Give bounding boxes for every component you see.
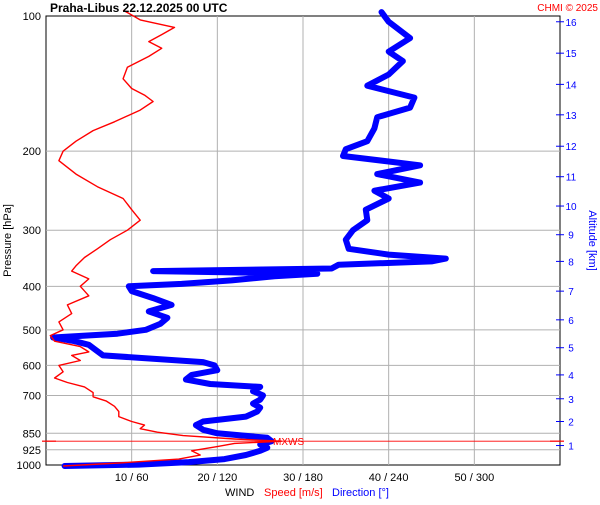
max-wind-label: MXWS	[273, 437, 304, 448]
pressure-tick-label: 925	[23, 445, 41, 457]
altitude-tick-label: 4	[568, 371, 574, 382]
copyright-label: CHMI © 2025	[537, 3, 598, 14]
altitude-tick-label: 7	[568, 287, 574, 298]
altitude-tick-label: 14	[565, 80, 577, 91]
pressure-tick-label: 850	[23, 428, 41, 440]
x-axis-label-direction: Direction [°]	[332, 487, 389, 499]
altitude-tick-label: 16	[565, 18, 577, 29]
x-axis-label-speed: Speed [m/s]	[264, 487, 323, 499]
altitude-tick-label: 2	[568, 417, 574, 428]
altitude-tick-label: 3	[568, 395, 574, 406]
speed-series-line	[49, 9, 283, 467]
pressure-tick-label: 1000	[17, 460, 41, 472]
pressure-tick-label: 700	[23, 390, 41, 402]
altitude-tick-label: 12	[565, 142, 577, 153]
altitude-tick-label: 15	[565, 49, 577, 60]
pressure-tick-label: 300	[23, 225, 41, 237]
direction-series-line	[50, 9, 449, 469]
altitude-tick-label: 5	[568, 344, 574, 355]
pressure-tick-label: 400	[23, 281, 41, 293]
x-tick-label: 10 / 60	[115, 472, 149, 484]
altitude-tick-label: 10	[565, 202, 577, 213]
altitude-tick-label: 9	[568, 231, 574, 242]
y-axis-label-left: Pressure [hPa]	[2, 204, 14, 277]
x-tick-label: 40 / 240	[369, 472, 409, 484]
chart-title: Praha-Libus 22.12.2025 00 UTC	[50, 1, 228, 15]
altitude-tick-label: 1	[568, 442, 574, 453]
y-axis-label-right: Altitude [km]	[586, 210, 598, 271]
pressure-tick-label: 100	[23, 11, 41, 23]
x-tick-label: 50 / 300	[454, 472, 494, 484]
x-axis-label-prefix: WIND	[225, 487, 254, 499]
x-tick-label: 30 / 180	[283, 472, 323, 484]
pressure-tick-label: 200	[23, 146, 41, 158]
altitude-tick-label: 6	[568, 316, 574, 327]
altitude-tick-label: 11	[566, 173, 577, 184]
pressure-tick-label: 500	[23, 325, 41, 337]
altitude-tick-label: 13	[565, 111, 577, 122]
x-tick-label: 20 / 120	[197, 472, 237, 484]
altitude-tick-label: 8	[568, 257, 574, 268]
pressure-tick-label: 600	[23, 360, 41, 372]
